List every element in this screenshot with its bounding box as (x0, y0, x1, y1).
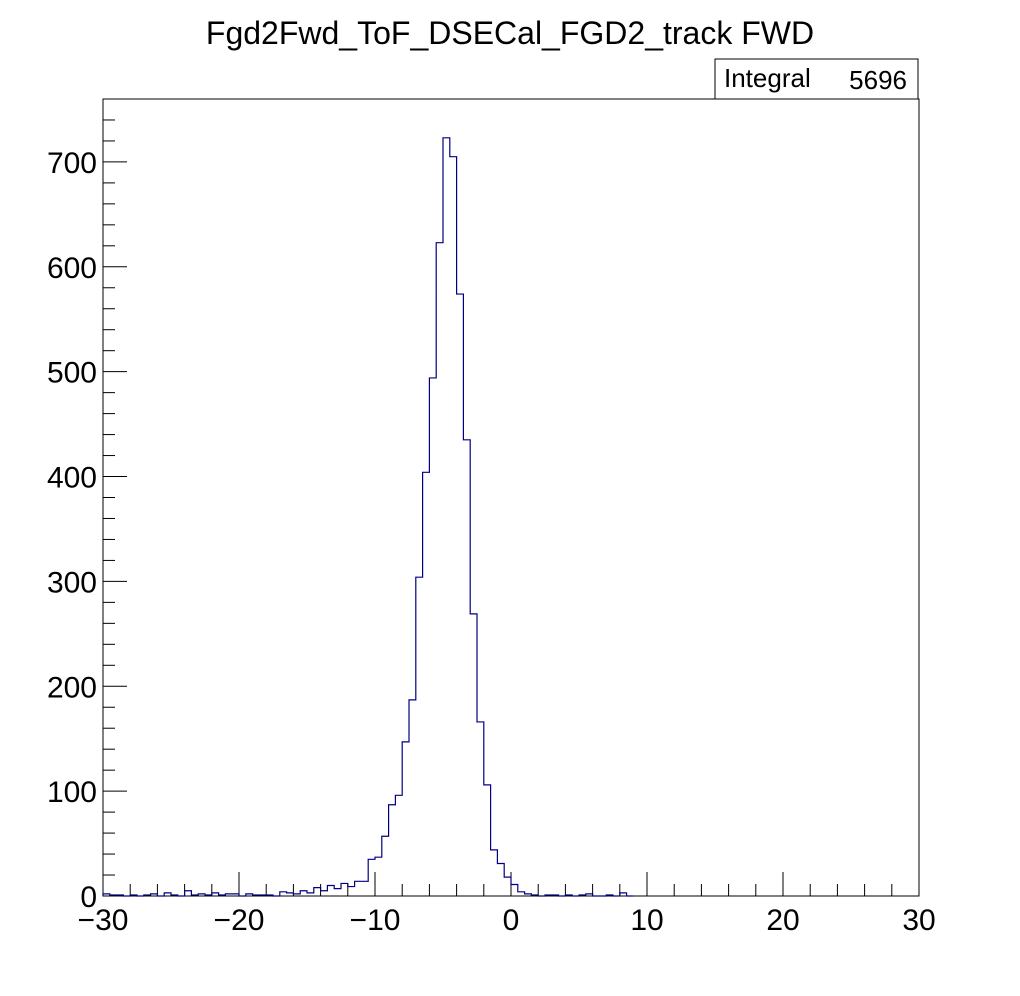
histogram-bin (457, 294, 464, 896)
histogram-bin (511, 884, 518, 896)
x-tick-label: 0 (503, 904, 520, 937)
histogram-bin (321, 891, 328, 896)
x-tick-label: 10 (630, 904, 663, 937)
x-tick-label: −30 (78, 904, 129, 937)
histogram-bin (409, 700, 416, 896)
histogram-bin (402, 742, 409, 896)
histogram-bin (389, 805, 396, 896)
histogram-bin (491, 850, 498, 896)
histogram-bin (423, 472, 430, 896)
histogram-bin (361, 881, 368, 896)
histogram-bin (368, 859, 375, 896)
histogram-bin (341, 883, 348, 896)
x-tick-label: −10 (350, 904, 401, 937)
stats-box-frame (714, 58, 919, 100)
y-tick-label: 100 (47, 776, 97, 809)
y-tick-label: 500 (47, 357, 97, 390)
histogram-bin (355, 881, 362, 896)
y-tick-label: 300 (47, 566, 97, 599)
histogram-bin (375, 857, 382, 896)
histogram-bin (334, 889, 341, 896)
histogram-bin (382, 836, 389, 896)
histogram-bin (504, 877, 511, 896)
x-axis: −30 −20 −10 0 10 20 30 (78, 872, 936, 937)
x-tick-label: 30 (902, 904, 935, 937)
histogram-bin (484, 785, 491, 896)
histogram-bin (497, 863, 504, 896)
y-tick-label: 400 (47, 462, 97, 495)
stats-value: 5696 (849, 65, 907, 95)
chart-title: Fgd2Fwd_ToF_DSECal_FGD2_track FWD (206, 15, 814, 51)
histogram-bin (314, 888, 321, 896)
histogram-bin (395, 795, 402, 896)
stats-label: Integral (724, 63, 811, 93)
histogram-bin (477, 722, 484, 896)
x-tick-label: −20 (214, 904, 265, 937)
histogram-bin (436, 243, 443, 896)
histogram-bin (416, 577, 423, 896)
histogram-bin (463, 440, 470, 896)
stats-box: Integral 5696 (714, 58, 919, 100)
histogram-outline (102, 137, 634, 897)
y-axis: 0 100 200 300 400 500 600 700 (47, 98, 127, 914)
histogram-bins (103, 138, 627, 896)
x-tick-label: 20 (766, 904, 799, 937)
y-tick-label: 600 (47, 252, 97, 285)
histogram-bin (429, 378, 436, 896)
histogram-bin (185, 891, 192, 896)
histogram-bin (300, 891, 307, 896)
y-tick-label: 0 (80, 881, 97, 914)
histogram-bin (348, 887, 355, 896)
histogram-bin (518, 892, 525, 896)
histogram-bin (443, 138, 450, 896)
histogram-bin (470, 614, 477, 896)
histogram-bin (450, 157, 457, 896)
histogram-bin (280, 892, 287, 896)
histogram-bin (327, 886, 334, 896)
y-tick-label: 200 (47, 671, 97, 704)
plot-frame (102, 98, 920, 897)
y-tick-label: 700 (47, 147, 97, 180)
